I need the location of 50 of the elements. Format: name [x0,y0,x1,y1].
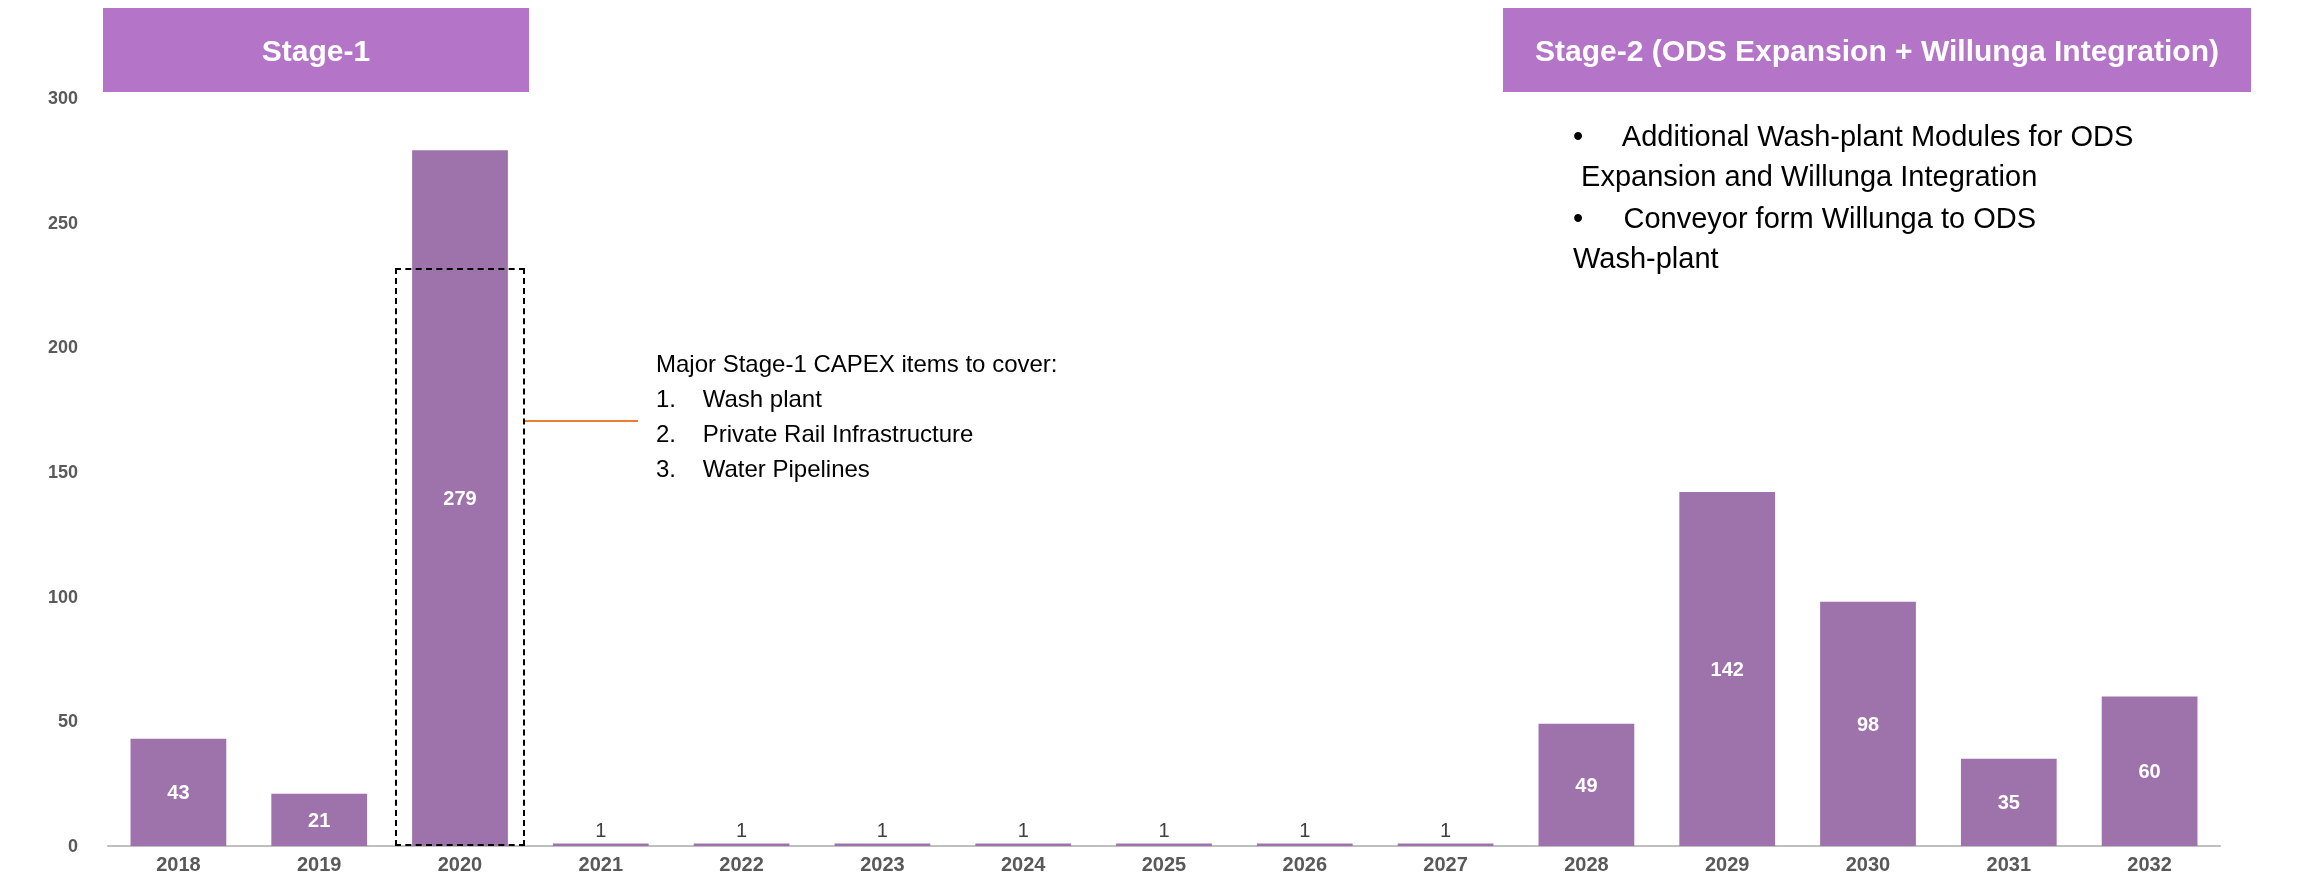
annotation: Major Stage-1 CAPEX items to cover: 1. Wash plant 2. Private Rail Infrastructure 3. Water Pipelines [656,350,1058,482]
x-tick-label: 2021 [578,853,624,875]
bar [130,738,227,846]
y-tick-label: 250 [47,212,78,233]
text: Stage-2 (ODS Expansion + Willunga Integration) [1535,33,2219,67]
y-tick-label: 200 [47,337,78,358]
y-tick-label: 50 [57,711,78,732]
data-label: 1 [1440,818,1452,841]
data-label: 1 [876,818,888,841]
data-label: 60 [2138,760,2161,783]
data-label: 35 [1997,791,2020,814]
x-tick-label: 2029 [1704,853,1750,875]
x-tick-label: 2022 [719,853,764,875]
annotation: • Additional Wash-plant Modules for ODS Expansion and Willunga Integration [1573,120,2134,192]
data-label: 279 [443,487,477,510]
data-label: 1 [1299,818,1311,841]
x-tick-label: 2019 [296,853,342,875]
x-tick-label: 2018 [156,853,201,875]
x-tick-label: 2025 [1141,853,1187,875]
y-tick-label: 0 [67,836,78,856]
y-tick-label: 150 [47,462,78,482]
y-tick-label: 100 [47,586,78,607]
bar [1679,491,1776,846]
x-tick-label: 2026 [1282,853,1328,875]
data-label: 98 [1856,712,1880,735]
bar [1820,601,1916,846]
x-tick-label: 2024 [1000,853,1047,875]
x-tick-label: 2028 [1564,853,1609,875]
data-label: 43 [167,781,190,804]
x-tick-label: 2027 [1423,853,1468,875]
x-tick-label: 2030 [1845,853,1891,875]
annotation: • Conveyor form Willunga to ODS Wash-plant [1573,202,2045,274]
x-tick-label: 2031 [1986,853,2032,875]
y-tick-label: 300 [47,88,78,108]
data-label: 21 [308,808,331,831]
x-tick-label: 2020 [437,853,483,875]
data-label: 142 [1710,657,1744,680]
bar [2101,696,2198,846]
text: Stage-1 [261,33,371,67]
bar [1960,758,2057,846]
bar [1538,723,1635,846]
data-label: 1 [736,818,748,841]
data-label: 49 [1575,773,1598,796]
data-label: 1 [595,818,607,841]
x-tick-label: 2023 [860,853,905,875]
data-label: 1 [1158,818,1170,841]
bar [412,150,508,846]
bar [271,793,368,846]
x-tick-label: 2032 [2127,853,2172,875]
data-label: 1 [1017,818,1029,841]
